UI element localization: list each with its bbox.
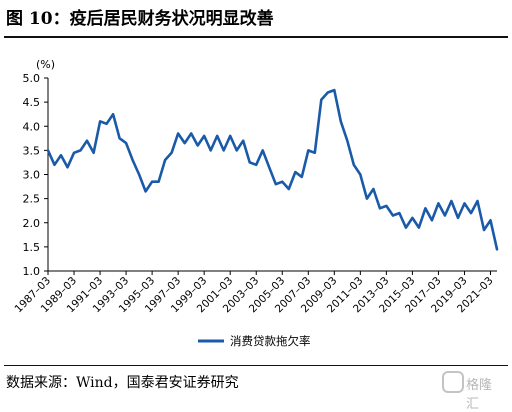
data-source-note: 数据来源：Wind，国泰君安证券研究: [6, 375, 239, 391]
y-tick-label: 4.5: [23, 96, 41, 109]
y-tick-label: 4.0: [23, 120, 41, 133]
y-tick-label: 2.0: [23, 217, 41, 230]
line-chart: (%) 5.0 4.5 4.0 3.5 3.0 2.5 2.0 1.5 1.0 1987–031…: [13, 58, 499, 348]
source-divider: [4, 365, 508, 366]
watermark-text: 格隆汇: [466, 378, 493, 412]
chart-title: 图 10：疫后居民财务状况明显改善: [6, 9, 274, 29]
y-tick-label: 1.0: [23, 265, 41, 278]
y-tick-label: 2.5: [23, 193, 41, 206]
y-tick-label: 5.0: [23, 72, 41, 85]
watermark-mark-icon: [442, 371, 464, 393]
y-axis: 5.0 4.5 4.0 3.5 3.0 2.5 2.0 1.5 1.0: [23, 72, 49, 278]
legend: 消费贷款拖欠率: [198, 334, 311, 348]
y-tick-label: 3.0: [23, 169, 41, 182]
watermark-logo: 格隆汇: [440, 370, 504, 412]
y-tick-label: 3.5: [23, 144, 41, 157]
legend-label: 消费贷款拖欠率: [230, 334, 311, 348]
x-axis: 1987–031989–031991–031993–031995–031997–…: [13, 270, 497, 315]
y-tick-label: 1.5: [23, 241, 41, 254]
title-divider: [4, 36, 508, 38]
series-layer: [46, 88, 499, 251]
series-line: [46, 88, 499, 251]
y-axis-unit-label: (%): [36, 58, 55, 71]
